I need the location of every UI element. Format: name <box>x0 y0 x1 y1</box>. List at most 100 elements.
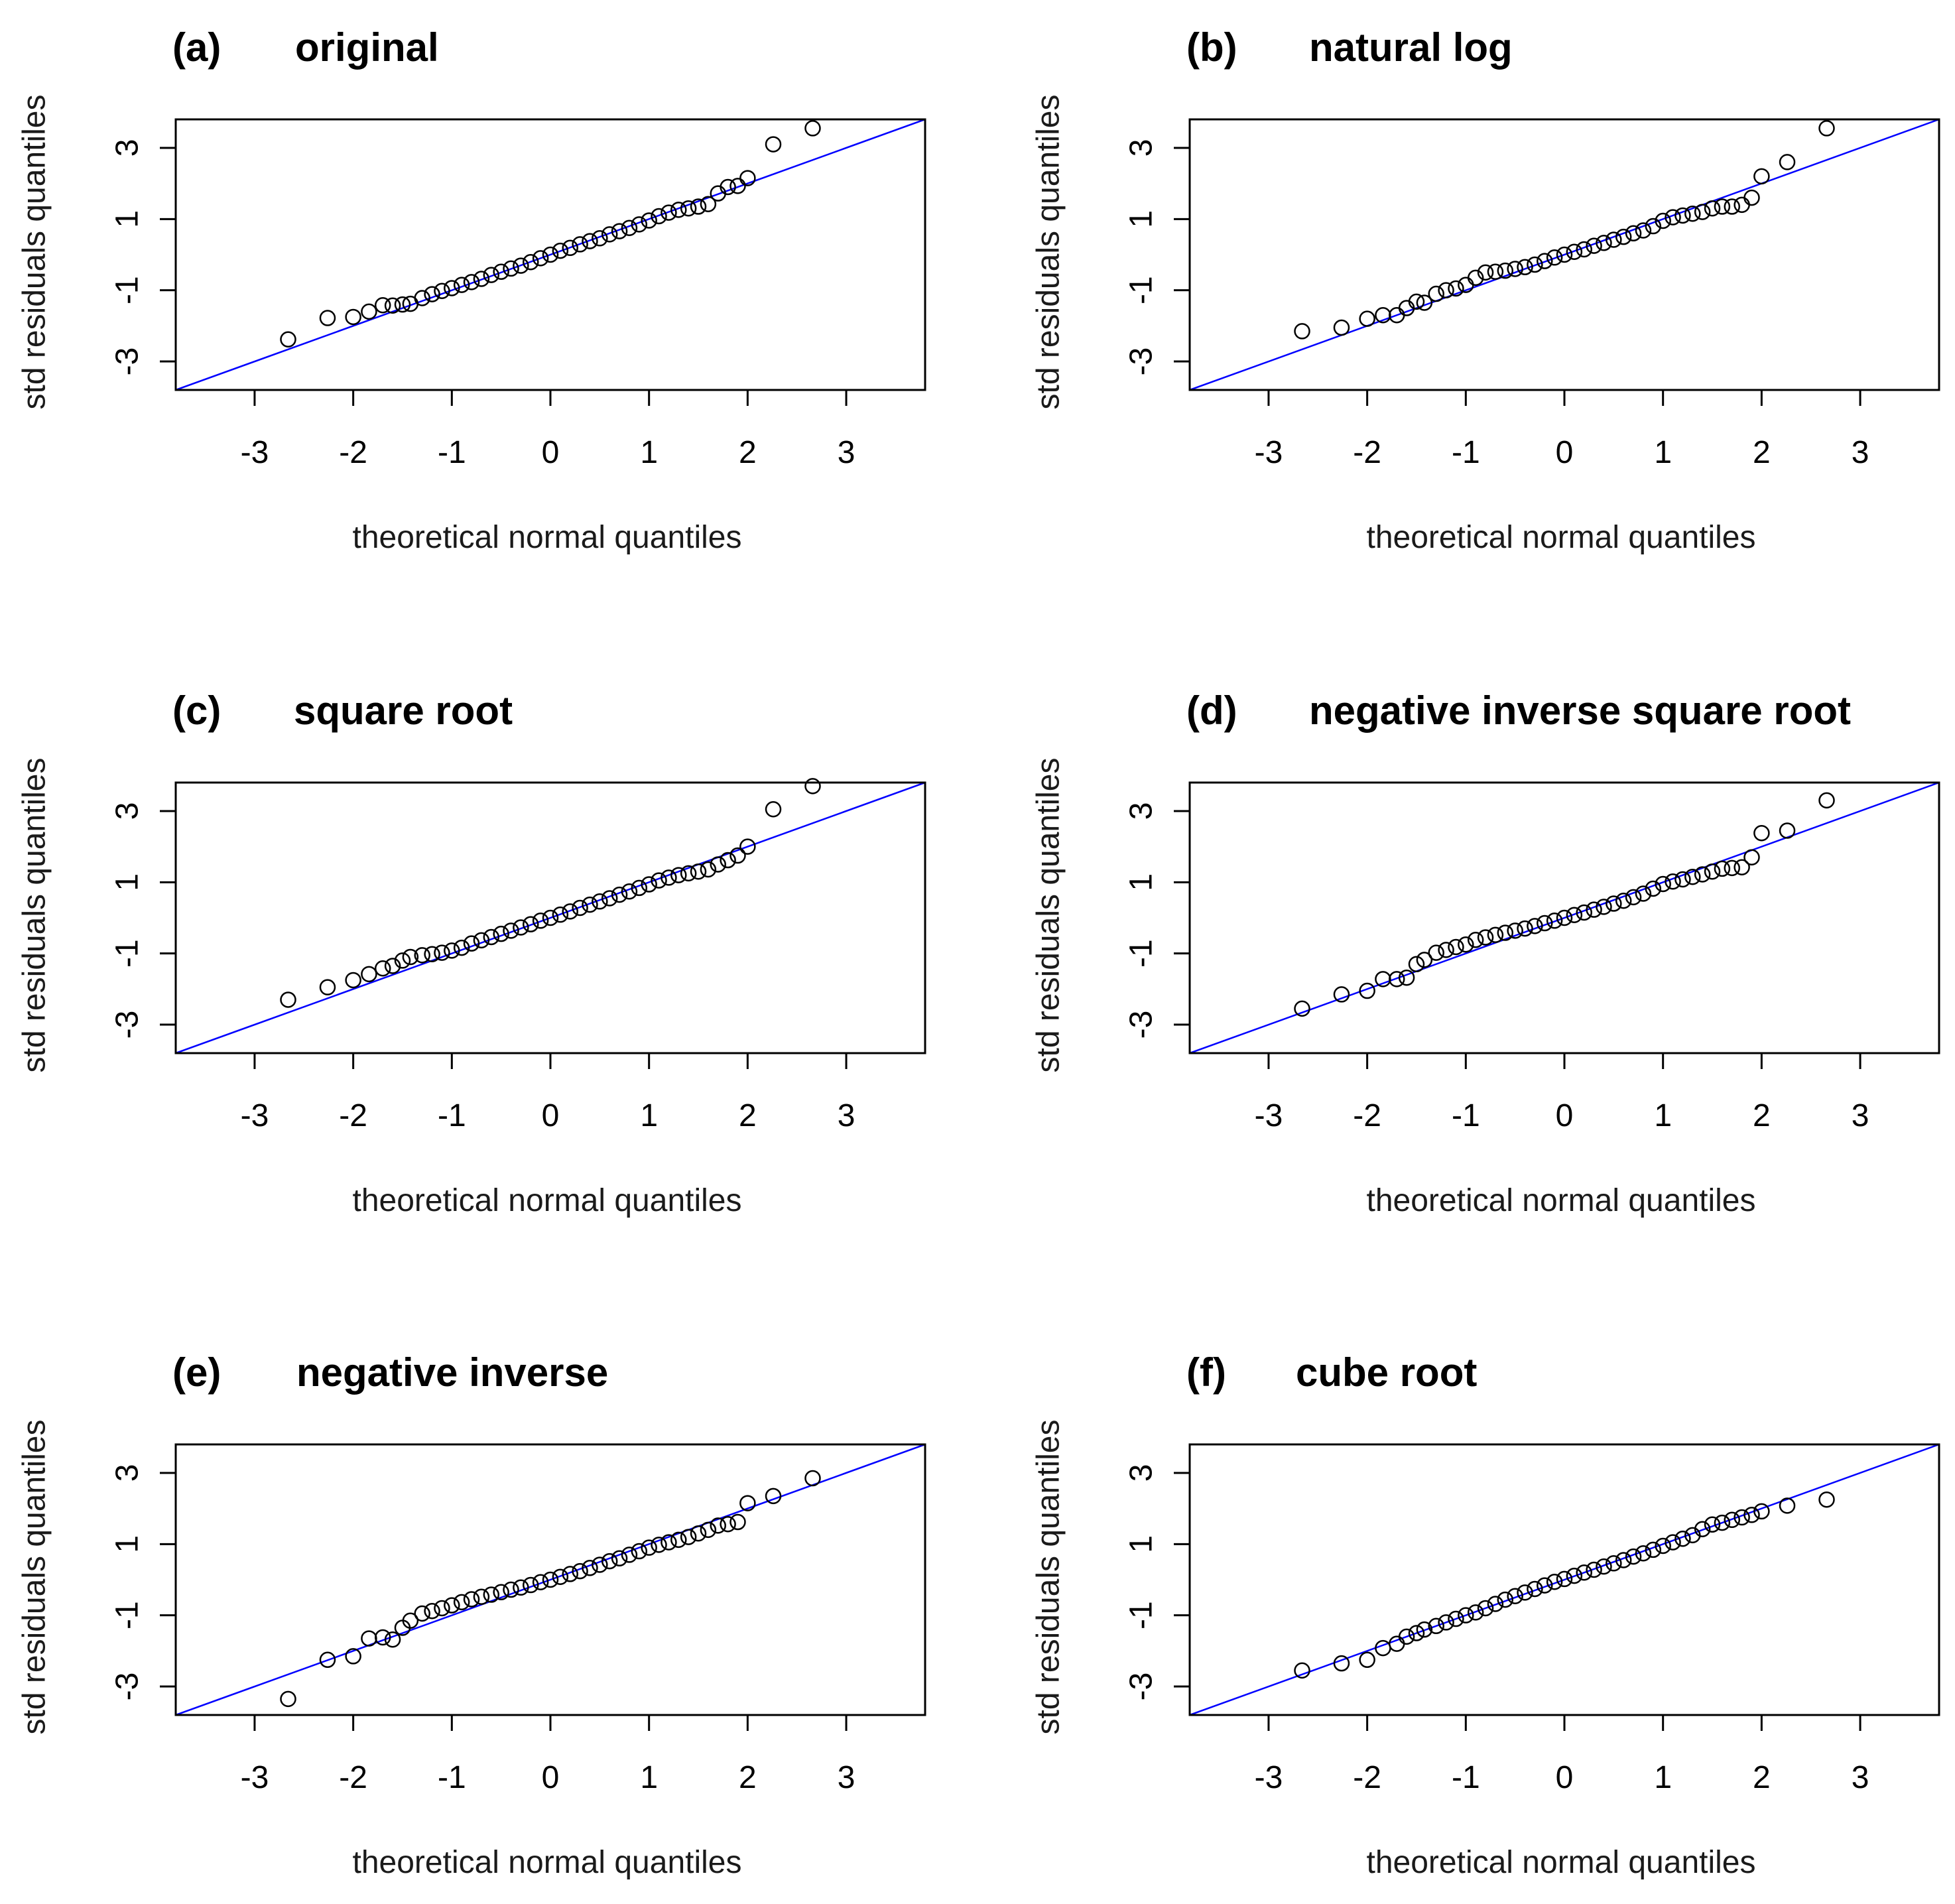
data-point <box>280 1690 296 1708</box>
data-point <box>1428 944 1444 961</box>
data-point <box>720 1516 736 1533</box>
data-point <box>483 1586 500 1603</box>
data-point <box>453 939 470 956</box>
reference-line <box>176 119 925 390</box>
data-point <box>592 893 608 910</box>
data-point <box>631 216 648 233</box>
data-point <box>1714 198 1731 215</box>
qq-panel-e: (e) negative inverse -3 -2 -1 0 1 2 3 -3 -1 1 3 theor… <box>17 1350 926 1880</box>
data-point <box>1375 1639 1391 1657</box>
data-point <box>1527 256 1543 273</box>
data-point <box>1694 204 1711 220</box>
data-point <box>493 925 509 942</box>
data-point <box>319 310 336 326</box>
data-point <box>1497 924 1514 941</box>
y-axis-title: std residuals quantiles <box>17 758 52 1073</box>
data-point <box>1294 1000 1310 1017</box>
data-point <box>523 916 539 932</box>
data-point <box>572 899 588 917</box>
data-point <box>1517 259 1533 276</box>
x-tick-label: -2 <box>339 435 367 470</box>
data-point <box>621 220 638 236</box>
y-tick-label: 1 <box>110 210 145 228</box>
data-point <box>690 863 707 880</box>
y-axis-title: std residuals quantiles <box>17 95 52 410</box>
y-tick-label: 3 <box>110 139 145 157</box>
x-tick-label: -2 <box>339 1760 367 1795</box>
data-point <box>1655 1537 1671 1555</box>
data-point <box>1625 1548 1642 1565</box>
y-axis-title: std residuals quantiles <box>17 1420 52 1735</box>
data-point <box>1359 310 1375 327</box>
data-point <box>739 838 756 855</box>
y-tick-label: 3 <box>1124 139 1159 157</box>
data-point <box>1416 1621 1433 1638</box>
data-point <box>1517 920 1533 937</box>
data-point <box>1674 871 1691 888</box>
data-point <box>765 136 782 153</box>
data-point <box>1779 822 1796 839</box>
panel-label: (f) <box>1186 1350 1226 1395</box>
y-tick-label: 3 <box>1124 1464 1159 1482</box>
data-point <box>1665 209 1681 225</box>
data-point <box>1586 901 1602 918</box>
panel-title: cube root <box>1296 1350 1477 1395</box>
data-point <box>444 1597 460 1614</box>
data-point <box>1477 1600 1494 1617</box>
x-tick-label: 1 <box>1654 1098 1672 1133</box>
data-point <box>1438 942 1454 958</box>
data-point <box>1694 1521 1711 1538</box>
data-point <box>513 257 529 274</box>
x-tick-label: 0 <box>542 1098 560 1133</box>
data-point <box>1537 915 1553 932</box>
panel-title: natural log <box>1309 25 1513 70</box>
data-point <box>1507 261 1523 277</box>
data-point <box>434 944 450 961</box>
data-point <box>1635 885 1652 902</box>
data-point <box>1537 1577 1553 1594</box>
data-point <box>641 1539 657 1556</box>
x-axis-title: theoretical normal quantiles <box>1367 1183 1756 1218</box>
data-point <box>1546 913 1563 929</box>
data-point <box>621 883 638 900</box>
y-tick-label: -3 <box>110 1673 145 1701</box>
data-point <box>729 178 746 194</box>
data-point <box>542 909 559 926</box>
data-point <box>1665 1534 1681 1551</box>
data-point <box>483 928 500 946</box>
data-point <box>1684 869 1701 885</box>
data-point <box>611 223 628 239</box>
panel-label: (c) <box>172 688 221 733</box>
data-point <box>523 254 539 271</box>
data-point <box>1665 873 1681 890</box>
y-tick-label: -3 <box>110 1011 145 1039</box>
data-point <box>661 204 677 221</box>
data-point <box>572 236 588 253</box>
data-point <box>1566 243 1583 260</box>
panel-label: (b) <box>1186 25 1237 70</box>
x-tick-label: -2 <box>1353 1098 1381 1133</box>
data-point <box>1734 196 1750 214</box>
y-tick-label: 1 <box>110 1535 145 1553</box>
data-point <box>1724 198 1741 215</box>
y-axis-title: std residuals quantiles <box>1031 758 1066 1073</box>
data-point <box>680 200 697 217</box>
data-point <box>651 208 667 225</box>
data-point <box>1467 932 1484 948</box>
x-axis-title: theoretical normal quantiles <box>1367 520 1756 555</box>
data-point <box>463 274 480 290</box>
data-point <box>1734 1509 1750 1526</box>
data-point <box>473 932 490 949</box>
y-tick-label: 1 <box>1124 873 1159 891</box>
data-point <box>1576 904 1592 921</box>
x-tick-label: -3 <box>1255 435 1283 470</box>
data-point <box>434 1600 450 1617</box>
x-tick-label: -3 <box>241 1098 269 1133</box>
data-point <box>621 1547 638 1563</box>
data-point <box>542 1571 559 1588</box>
data-point <box>1333 1655 1350 1672</box>
x-tick-label: 0 <box>542 435 560 470</box>
data-point <box>700 861 717 878</box>
data-point <box>1606 895 1622 912</box>
x-tick-label: 3 <box>1852 1760 1869 1795</box>
